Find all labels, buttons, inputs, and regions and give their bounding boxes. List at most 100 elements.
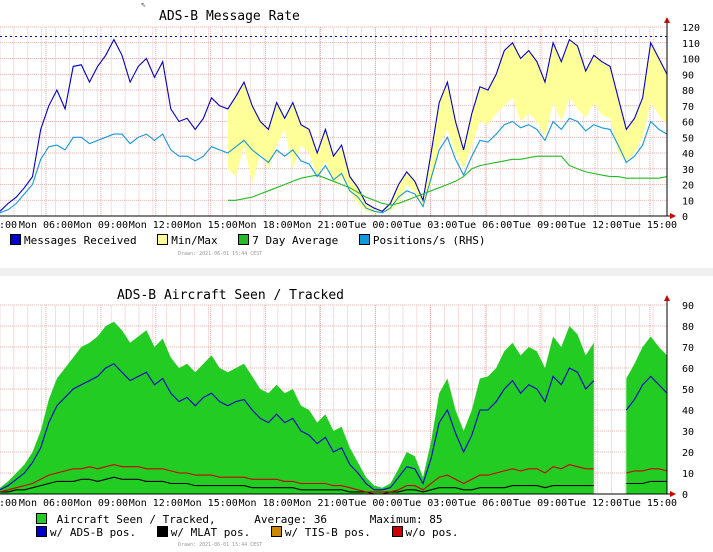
y-tick-label: 50 bbox=[682, 133, 694, 144]
x-tick-label: Mon 09:00 bbox=[74, 498, 128, 509]
aircraft-chart: 0 10 20 30 40 50 60 70 80 90 :00 Mon 06:00 Mon 09:00… bbox=[0, 295, 694, 509]
legend-item: Messages Received bbox=[10, 234, 137, 247]
minmax-band bbox=[227, 39, 668, 213]
axis-arrow-icon bbox=[664, 17, 670, 23]
y-tick-label: 40 bbox=[682, 149, 694, 160]
series-line bbox=[0, 38, 668, 212]
x-tick-label: Mon 18:00 bbox=[239, 220, 293, 231]
chart-title: ADS-B Aircraft Seen / Tracked bbox=[117, 288, 344, 303]
x-tick-label: Mon 18:00 bbox=[239, 498, 293, 509]
drawn-timestamp: Drawn: 2021-06-01 15:44 CEST bbox=[178, 542, 263, 548]
legend-swatch bbox=[156, 526, 168, 537]
legend-label: w/ ADS-B pos. bbox=[50, 526, 137, 539]
legend-swatch bbox=[358, 234, 370, 245]
y-tick-label: 20 bbox=[682, 448, 694, 459]
legend-label: w/o pos. bbox=[405, 526, 459, 539]
series-line bbox=[0, 464, 594, 493]
series-line bbox=[0, 363, 595, 491]
x-tick-label: Tue 03:00 bbox=[403, 220, 457, 231]
x-tick-label: Tue 00:00 bbox=[348, 220, 402, 231]
legend-item: Min/Max bbox=[157, 234, 218, 247]
legend-swatch bbox=[36, 513, 47, 524]
series-line bbox=[626, 480, 667, 485]
chart-title: ADS-B Message Rate bbox=[159, 9, 300, 24]
legend-label: 7 Day Average bbox=[252, 234, 339, 247]
y-tick-label: 90 bbox=[682, 301, 694, 312]
series-line bbox=[0, 476, 594, 495]
legend-label: Aircraft Seen / Tracked, bbox=[56, 513, 216, 526]
y-tick-label: 20 bbox=[682, 181, 694, 192]
series-line bbox=[0, 117, 668, 214]
message-rate-chart: 0 10 20 30 40 50 60 70 80 90 100 110 120:00 Mon 06:00… bbox=[0, 17, 700, 231]
x-tick-label: Tue 09:00 bbox=[513, 220, 567, 231]
y-tick-label: 60 bbox=[682, 364, 694, 375]
y-tick-label: 0 bbox=[682, 212, 688, 223]
legend-item: Aircraft Seen / Tracked, bbox=[36, 513, 216, 526]
x-tick-label: Tue 15:00 bbox=[623, 498, 677, 509]
legend-swatch bbox=[391, 526, 403, 537]
legend-swatch bbox=[36, 526, 47, 537]
x-tick-label: Mon 21:00 bbox=[293, 498, 347, 509]
series-line bbox=[625, 375, 668, 411]
legend-label: Positions/s (RHS) bbox=[372, 234, 486, 247]
y-tick-label: 70 bbox=[682, 102, 694, 113]
maximum-value: 85 bbox=[429, 513, 443, 526]
legend-item: Positions/s (RHS) bbox=[358, 234, 486, 247]
message-rate-panel: ADS-B Message Rate 0 10 20 30 40 50 60 70 80 90 10… bbox=[0, 0, 713, 262]
y-tick-label: 90 bbox=[682, 70, 694, 81]
x-tick-label: Mon 15:00 bbox=[184, 498, 238, 509]
x-tick-label: Tue 03:00 bbox=[403, 498, 457, 509]
mouse-cursor-icon: ⇖ bbox=[141, 0, 147, 10]
legend-label: w/ TIS-B pos. bbox=[284, 526, 371, 539]
x-tick-label: Mon 12:00 bbox=[129, 220, 183, 231]
y-tick-label: 80 bbox=[682, 86, 694, 97]
x-tick-label: Mon 06:00 bbox=[19, 220, 73, 231]
x-tick-label: Tue 00:00 bbox=[348, 498, 402, 509]
chart-legend: Messages Received Min/Max 7 Day Average … bbox=[10, 234, 500, 247]
legend-label: w/ MLAT pos. bbox=[170, 526, 251, 539]
legend-item: w/o pos. bbox=[391, 526, 459, 539]
average-label: Average: bbox=[254, 513, 308, 526]
x-tick-label: :00 bbox=[0, 498, 17, 509]
legend-item: w/ TIS-B pos. bbox=[270, 526, 371, 539]
legend-swatch bbox=[238, 234, 250, 245]
x-tick-label: Mon 06:00 bbox=[19, 498, 73, 509]
y-tick-label: 10 bbox=[682, 196, 694, 207]
panel-divider bbox=[0, 268, 713, 276]
aircraft-panel: ADS-B Aircraft Seen / Tracked 0 10 20 30 40 5… bbox=[0, 285, 713, 552]
y-tick-label: 50 bbox=[682, 385, 694, 396]
y-tick-label: 120 bbox=[682, 23, 700, 34]
aircraft-area bbox=[0, 321, 594, 494]
x-tick-label: Tue 12:00 bbox=[568, 498, 622, 509]
series-line bbox=[227, 155, 668, 206]
aircraft-area bbox=[626, 336, 667, 494]
chart-legend-row2: w/ ADS-B pos. w/ MLAT pos. w/ TIS-B pos.… bbox=[36, 526, 473, 539]
y-tick-label: 100 bbox=[682, 55, 700, 66]
y-tick-label: 10 bbox=[682, 469, 694, 480]
x-tick-label: Mon 09:00 bbox=[74, 220, 128, 231]
drawn-timestamp: Drawn: 2021-06-01 15:44 CEST bbox=[178, 251, 263, 257]
axis-arrow-icon bbox=[664, 295, 670, 301]
y-tick-label: 30 bbox=[682, 427, 694, 438]
legend-swatch bbox=[157, 234, 169, 245]
maximum-label: Maximum: bbox=[369, 513, 423, 526]
y-tick-label: 70 bbox=[682, 343, 694, 354]
x-tick-label: Tue 15:00 bbox=[623, 220, 677, 231]
y-tick-label: 60 bbox=[682, 118, 694, 129]
x-tick-label: Tue 12:00 bbox=[568, 220, 622, 231]
x-tick-label: Mon 15:00 bbox=[184, 220, 238, 231]
legend-item: w/ ADS-B pos. bbox=[36, 526, 136, 539]
axis-arrow-icon bbox=[670, 213, 676, 219]
y-tick-label: 80 bbox=[682, 322, 694, 333]
x-tick-label: Tue 09:00 bbox=[513, 498, 567, 509]
x-tick-label: Tue 06:00 bbox=[458, 498, 512, 509]
legend-item: 7 Day Average bbox=[238, 234, 338, 247]
legend-label: Min/Max bbox=[171, 234, 218, 247]
legend-swatch bbox=[270, 526, 282, 537]
legend-item: w/ MLAT pos. bbox=[156, 526, 251, 539]
y-tick-label: 30 bbox=[682, 165, 694, 176]
y-tick-label: 40 bbox=[682, 406, 694, 417]
y-tick-label: 110 bbox=[682, 39, 700, 50]
y-tick-label: 0 bbox=[682, 490, 688, 501]
x-tick-label: Mon 12:00 bbox=[129, 498, 183, 509]
